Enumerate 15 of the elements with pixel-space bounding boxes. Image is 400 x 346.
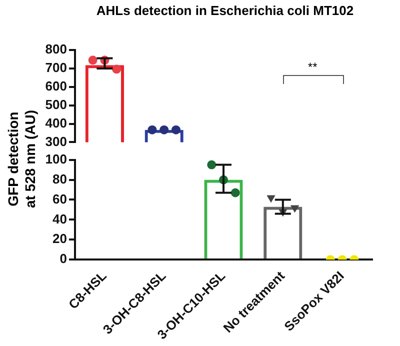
annotation: ** bbox=[306, 60, 318, 74]
y-tick-label: 80 bbox=[52, 171, 67, 186]
y-tick-label: 700 bbox=[45, 60, 67, 76]
y-tick-label: 20 bbox=[52, 231, 67, 246]
chart-title: AHLs detection in Escherichia coli MT102 bbox=[95, 3, 355, 18]
y-tick-label: 40 bbox=[52, 211, 67, 226]
y-axis-title: GFP detection at 528 nm (AU) bbox=[5, 108, 39, 210]
y-tick-label: 600 bbox=[45, 78, 67, 94]
y-tick-label: 800 bbox=[45, 42, 67, 57]
y-tick-label: 100 bbox=[45, 151, 67, 166]
y-tick-label: 0 bbox=[60, 251, 67, 266]
y-tick-label: 60 bbox=[52, 191, 67, 206]
y-tick-label: 300 bbox=[45, 134, 67, 149]
y-tick-label: 400 bbox=[45, 115, 67, 130]
y-tick-label: 500 bbox=[45, 96, 67, 112]
